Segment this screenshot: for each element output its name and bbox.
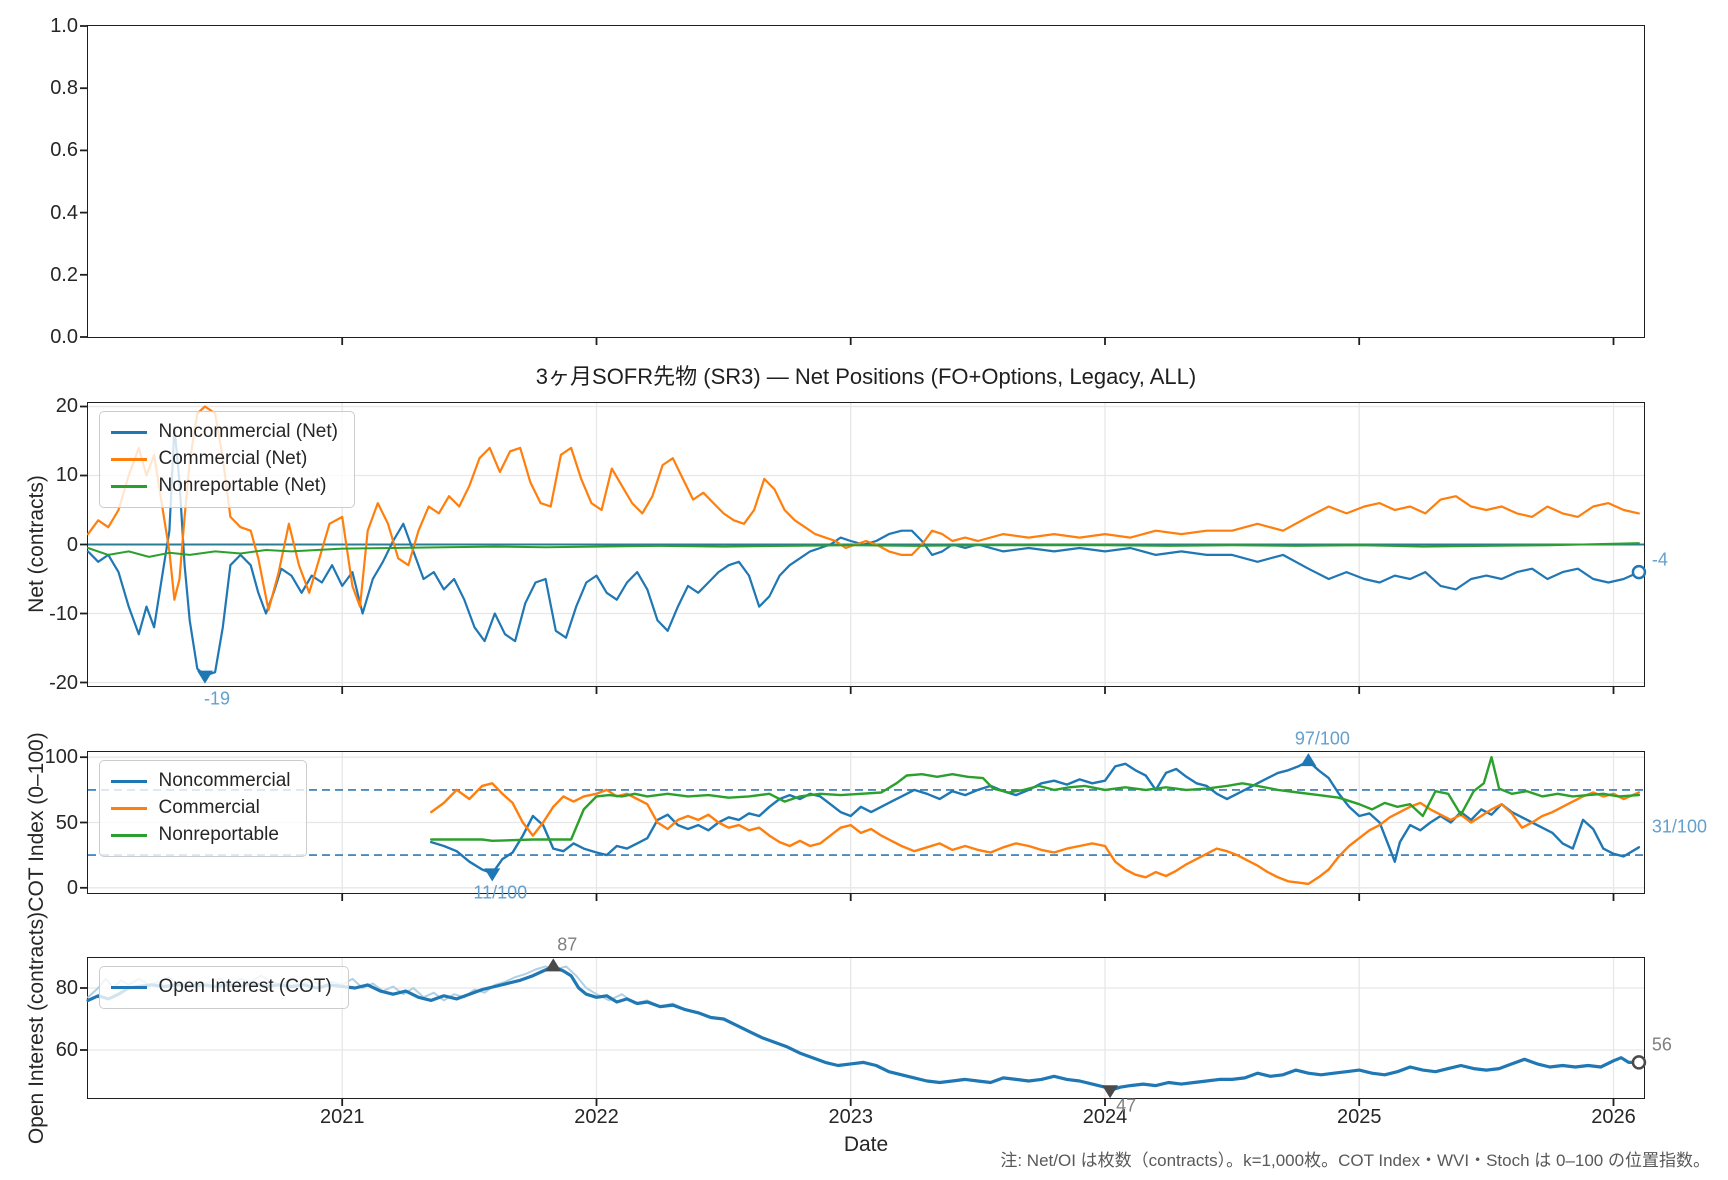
y-tick-label: 0.6	[50, 139, 78, 162]
panel-open-interest: Open Interest (COT)	[79, 956, 1646, 1106]
cot-index-canvas	[79, 751, 1644, 901]
y-tick-label: 20	[55, 395, 78, 418]
marker-triangle-up	[1299, 752, 1316, 766]
marker-open-circle	[1631, 1054, 1646, 1070]
legend-item: Open Interest (COT)	[110, 974, 332, 1001]
y-tick-label: 10	[55, 464, 78, 487]
y-tick-label: 80	[55, 977, 78, 1000]
y-tick-label: 0.2	[50, 263, 78, 286]
y-tick-label: 0	[66, 533, 78, 556]
y-tick-label: 0	[66, 876, 78, 899]
legend: Open Interest (COT)	[98, 965, 349, 1009]
annotation-97-100: 97/100	[1294, 728, 1350, 749]
annotation--4: -4	[1651, 549, 1668, 570]
chart-title: 3ヶ月SOFR先物 (SR3) — Net Positions (FO+Opti…	[535, 364, 1197, 389]
y-tick-label: 0.0	[50, 326, 78, 348]
legend-line-sample	[110, 985, 147, 989]
y-tick-label: 0.8	[50, 77, 78, 100]
legend-item: Commercial	[110, 795, 291, 822]
legend-line-sample	[110, 806, 147, 810]
y-axis-label-open-interest: Open Interest (contracts)	[25, 911, 48, 1145]
annotation-56: 56	[1651, 1034, 1672, 1055]
annotation--19: -19	[203, 688, 230, 709]
annotation-87: 87	[557, 934, 578, 955]
legend-line-sample	[110, 484, 147, 488]
legend-item-label: Commercial	[158, 797, 260, 818]
series-commercial-net-line	[86, 404, 1640, 611]
legend-line-sample	[110, 779, 147, 783]
y-tick-label: -20	[49, 671, 78, 694]
x-tick-label: 2024	[1082, 1106, 1128, 1128]
x-axis-label: Date	[843, 1133, 889, 1156]
x-tick-label: 2025	[1336, 1106, 1382, 1128]
legend-item-label: Open Interest (COT)	[158, 976, 332, 997]
marker-triangle-up	[544, 957, 561, 971]
legend-line-sample	[110, 833, 147, 837]
legend-item: Nonreportable	[110, 822, 291, 849]
panel-empty	[79, 24, 1645, 345]
legend-item: Noncommercial (Net)	[110, 419, 338, 446]
series-commercial-index-line	[429, 781, 1640, 885]
legend-line-sample	[110, 430, 147, 434]
y-tick-label: 0.4	[50, 201, 78, 224]
legend: Noncommercial (Net) Commercial (Net) Nonre…	[98, 410, 355, 508]
legend-item: Nonreportable (Net)	[110, 473, 338, 500]
legend-line-sample	[110, 457, 147, 461]
net-positions-canvas	[79, 402, 1646, 694]
marker-open-circle	[1631, 564, 1646, 579]
series-nonreportable-index-line	[429, 755, 1640, 842]
y-tick-label: 60	[55, 1038, 78, 1061]
panel-empty-canvas	[79, 24, 1614, 345]
x-tick-label: 2023	[828, 1106, 873, 1128]
panel-cot-index: Noncommercial Commercial Nonreportable	[79, 750, 1645, 901]
series-noncommercial-net-line	[86, 425, 1640, 677]
y-tick-label: -10	[49, 602, 78, 625]
marker-triangle-down	[1101, 1084, 1118, 1098]
x-tick-label: 2022	[574, 1106, 619, 1128]
series-nonreportable-net-line	[86, 541, 1640, 558]
x-tick-label: 2021	[319, 1106, 365, 1128]
x-tick-label: 2026	[1591, 1106, 1636, 1128]
footnote: 注: Net/OI は枚数（contracts）。k=1,000枚。COT In…	[1000, 1151, 1710, 1170]
annotation-47: 47	[1116, 1095, 1137, 1116]
marker-triangle-down	[483, 867, 500, 881]
annotation-31-100: 31/100	[1651, 816, 1707, 837]
legend-item-label: Nonreportable (Net)	[158, 475, 327, 496]
marker-triangle-down	[196, 670, 213, 684]
legend-item-label: Noncommercial (Net)	[158, 421, 338, 442]
y-tick-label: 50	[55, 811, 78, 834]
y-tick-label: 1.0	[50, 15, 78, 37]
legend-item-label: Nonreportable	[158, 824, 279, 845]
panel-net-positions: Noncommercial (Net) Commercial (Net) Nonre…	[79, 401, 1646, 694]
y-tick-label: 100	[44, 746, 78, 769]
annotation-11-100: 11/100	[473, 882, 528, 903]
legend-item: Noncommercial	[110, 768, 291, 795]
legend-item: Commercial (Net)	[110, 446, 338, 473]
legend-item-label: Commercial (Net)	[158, 448, 308, 469]
legend: Noncommercial Commercial Nonreportable	[98, 759, 308, 857]
legend-item-label: Noncommercial	[158, 770, 291, 791]
